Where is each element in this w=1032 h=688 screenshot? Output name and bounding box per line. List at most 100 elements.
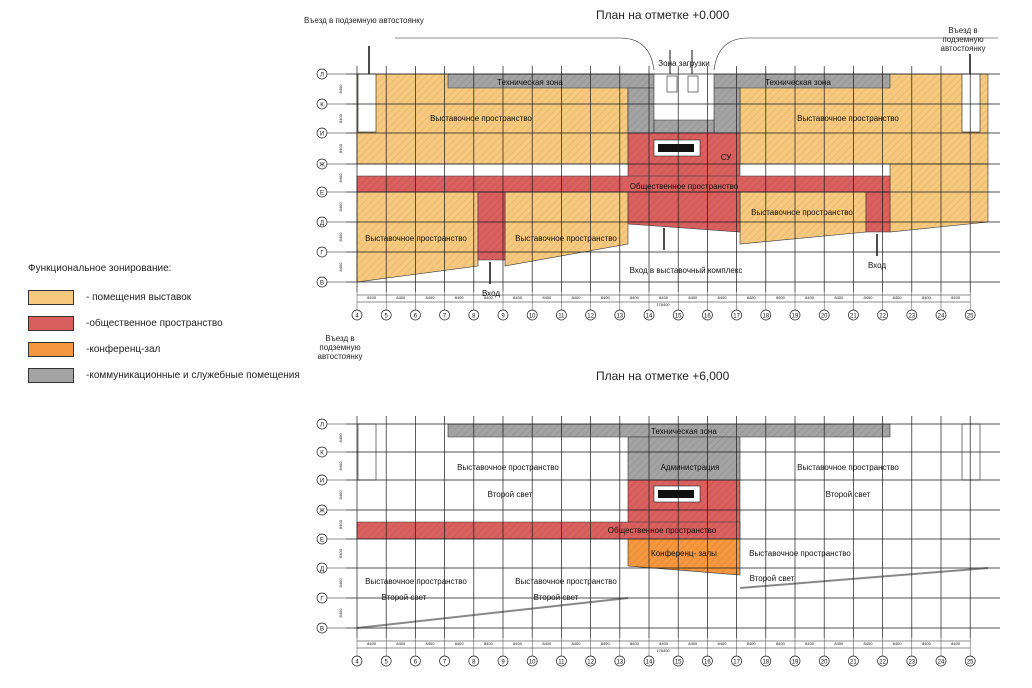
plan-level-6: Л 8400 К 8400 И 8400 Ж 8400 Е 8400 Д 8400 Г 8400 В 4 840… [316,416,1000,667]
p1-col-marker [702,309,713,321]
p1-label-entry-left: Вход [482,289,500,298]
p2-span-label: 8400 [834,641,844,646]
p2-span-label: 8400 [484,641,494,646]
p2-col-label: 24 [938,660,945,666]
p2-col-marker [614,655,626,667]
legend-label-exhibition: - помещения выставок [86,291,192,303]
p2-label-second-light-mid: Второй свет [750,574,795,583]
p2-label-expo-right: Выставочное пространство [797,463,899,472]
p1-label-expo-low-b: Выставочное пространство [515,234,617,243]
p1-col-label: 12 [587,314,594,320]
p1-zone-core-mid-hatch [654,120,714,133]
p1-row-span-label: 8400 [338,84,343,94]
p1-col-marker [672,309,684,321]
legend-item-public: -общественное пространство [28,315,358,331]
p2-label-public: Общественное пространство [608,526,717,535]
p2-col-marker [497,655,509,667]
p1-col-label: 22 [879,314,886,320]
p2-col-label: 15 [675,660,682,666]
p1-col-label: 15 [675,314,682,320]
p1-col-marker [526,309,538,321]
p2-span-label: 8400 [718,641,728,646]
p2-zone-tech-hatch [448,424,890,437]
p1-col-marker [906,309,918,321]
p2-span-label: 8400 [367,641,377,646]
p2-label-admin: Администрация [661,463,720,472]
p2-row-span-label: 8400 [338,578,343,588]
p1-col-marker [556,309,567,321]
p2-col-label: 18 [762,660,769,666]
p2-col-label: 12 [587,660,594,666]
p2-col-label: 22 [879,660,886,666]
p2-total-label: 176400 [656,648,670,653]
p1-label-expo-low-c: Выставочное пространство [751,208,853,217]
p2-col-marker [702,655,713,667]
p2-col-label: 14 [646,660,653,666]
p2-col-marker [468,655,480,667]
p1-span-label: 8400 [396,295,406,300]
p2-label-second-light-right: Второй свет [826,490,871,499]
p1-label-expo-upper-right: Выставочное пространство [797,114,899,123]
p1-total-label: 176400 [656,302,670,307]
p2-edge-low-left [356,597,629,629]
p2-col-marker [526,655,538,667]
p2-col-label: 17 [733,660,740,666]
p2-zone-public-band-hatch [357,522,740,539]
p1-col-label: 18 [762,314,769,320]
p1-span-label: 8400 [922,295,932,300]
p1-col-marker [351,309,363,321]
p1-col-marker [643,309,655,321]
p1-row-label: В [320,281,324,287]
p1-stair-dark [658,144,694,152]
p2-span-label: 8400 [630,641,640,646]
p2-row-label: Г [320,597,324,603]
legend: Функциональное зонирование: - помещения … [28,263,358,394]
p2-col-label: 21 [850,660,857,666]
p1-col-marker [760,309,772,321]
p1-col-marker [935,309,947,321]
p1-row-label: Е [320,191,324,197]
p1-col-label: 20 [821,314,828,320]
p2-span-label: 8400 [572,641,582,646]
p2-row-label: Ж [319,509,325,515]
p2-span-label: 8400 [426,641,436,646]
p2-span-label: 8400 [864,641,874,646]
p1-col-marker [818,309,830,321]
p1-label-entry-right: Вход [868,261,886,270]
p2-col-label: 25 [967,660,974,666]
p2-span-label: 8400 [601,641,611,646]
legend-title: Функциональное зонирование: [28,263,172,274]
p1-zone-core-right-hatch [714,88,740,133]
p1-label-tech-left: Техническая зона [497,78,563,87]
p2-row-span-label: 8400 [338,519,343,529]
p2-label-expo-low-b: Выставочное пространство [515,577,617,586]
p2-col-marker [760,655,772,667]
p1-span-label: 8400 [951,295,961,300]
p2-row-span-label: 8400 [338,490,343,500]
p2-col-marker [789,655,801,667]
p2-zone-admin-hatch [628,437,740,480]
p1-label-entry-main: Вход в выставочный комплекс [630,266,743,275]
legend-label-public: -общественное пространство [86,317,223,329]
p1-span-label: 8400 [659,295,669,300]
p2-col-label: 6 [414,660,418,666]
p1-label-expo-upper-left: Выставочное пространство [430,114,532,123]
p1-zone-core-left-hatch [628,88,654,133]
p2-stair-dark [658,490,694,498]
p2-row-label: Д [320,567,324,573]
p1-col-label: 24 [938,314,945,320]
p1-col-label: 23 [908,314,915,320]
p2-span-label: 8400 [659,641,669,646]
p2-label-conference: Конференц- залы [651,549,717,558]
p1-span-label: 8400 [484,295,494,300]
legend-swatch-conference [28,341,74,357]
p1-col-label: 5 [385,314,389,320]
p2-col-marker [643,655,655,667]
p1-col-label: 19 [792,314,799,320]
legend-label-conference: -конференц-зал [86,343,161,355]
p1-label-expo-low-a: Выставочное пространство [365,234,467,243]
p1-col-label: 21 [850,314,857,320]
p2-col-marker [731,655,742,667]
p1-span-label: 8400 [601,295,611,300]
p1-span-label: 8400 [367,295,377,300]
